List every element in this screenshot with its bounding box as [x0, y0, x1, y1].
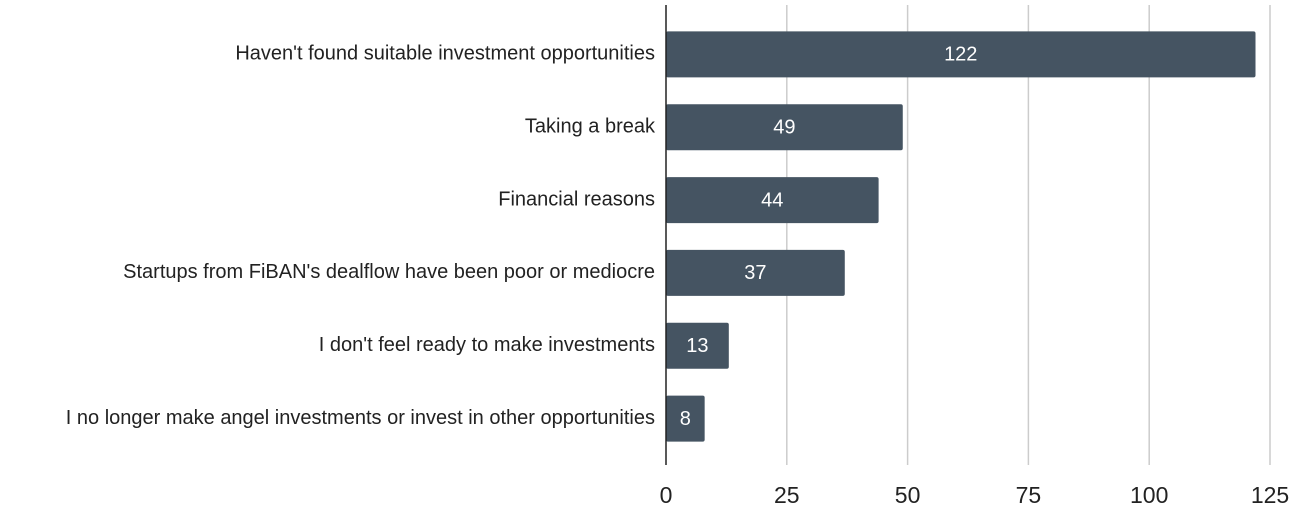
y-tick-label: Taking a break [525, 116, 656, 138]
value-label: 8 [680, 408, 691, 430]
value-label: 37 [744, 262, 766, 284]
bar [666, 104, 903, 151]
bar [666, 322, 729, 369]
value-label: 49 [773, 117, 795, 139]
y-tick-label: I don't feel ready to make investments [319, 334, 655, 356]
y-tick-label: Startups from FiBAN's dealflow have been… [123, 261, 655, 283]
x-tick-label: 25 [774, 482, 800, 508]
y-tick-label: I no longer make angel investments or in… [66, 407, 655, 429]
x-tick-label: 50 [895, 482, 921, 508]
bar [666, 177, 879, 224]
x-tick-label: 0 [660, 482, 673, 508]
x-tick-label: 100 [1130, 482, 1168, 508]
x-tick-label: 75 [1016, 482, 1042, 508]
value-label: 13 [686, 335, 708, 357]
bar [666, 395, 705, 442]
y-tick-label: Haven't found suitable investment opport… [235, 43, 655, 65]
bar [666, 249, 845, 296]
y-tick-label: Financial reasons [498, 188, 655, 210]
value-label: 122 [944, 44, 977, 66]
x-tick-label: 125 [1251, 482, 1289, 508]
value-label: 44 [761, 189, 783, 211]
bar [666, 31, 1256, 78]
